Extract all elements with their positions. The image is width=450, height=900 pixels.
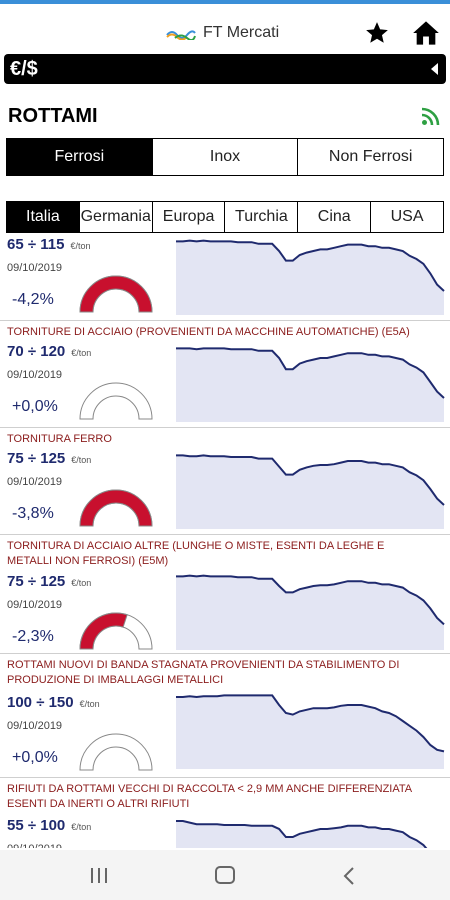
material-name: TORNITURE DI ACCIAIO (PROVENIENTI DA MAC… (7, 326, 410, 338)
price-value: 75 ÷ 125 (7, 573, 66, 590)
price-change: +0,0% (12, 398, 58, 415)
price-value: 75 ÷ 125 (7, 450, 66, 467)
gauge-fill (79, 275, 153, 313)
tab-non-ferrosi[interactable]: Non Ferrosi (297, 139, 444, 175)
star-icon[interactable] (364, 20, 390, 46)
price-row[interactable]: 65 ÷ 115 €/ton 09/10/2019 -4,2% (0, 233, 450, 321)
price-unit: €/ton (71, 455, 92, 465)
trend-line (176, 239, 445, 292)
price-trend-chart (176, 574, 445, 650)
price-row[interactable]: TORNITURE DI ACCIAIO (PROVENIENTI DA MAC… (0, 322, 450, 428)
app-title: FT Mercati (203, 24, 280, 41)
price-unit: €/ton (70, 241, 91, 251)
material-name: ROTTAMI NUOVI DI BANDA STAGNATA PROVENIE… (7, 659, 400, 686)
tab-europa[interactable]: Europa (151, 202, 225, 232)
price-date: 09/10/2019 (7, 476, 63, 488)
material-name: TORNITURA FERRO (7, 433, 112, 445)
change-gauge (79, 489, 153, 527)
tab-ferrosi[interactable]: Ferrosi (7, 139, 152, 175)
price-unit: €/ton (71, 578, 92, 588)
price-change: -3,8% (12, 505, 54, 522)
price-change: -4,2% (12, 291, 54, 308)
currency-label: €/$ (10, 58, 38, 80)
price-change: -2,3% (12, 628, 54, 645)
price-trend-chart (176, 694, 445, 769)
price-date: 09/10/2019 (7, 262, 63, 274)
tab-cina[interactable]: Cina (297, 202, 371, 232)
price-range: 55 ÷ 100 €/ton (7, 817, 91, 834)
price-list: 65 ÷ 115 €/ton 09/10/2019 -4,2% TORNITURE DI… (0, 233, 450, 848)
price-value: 55 ÷ 100 (7, 817, 66, 834)
price-range: 75 ÷ 125 €/ton (7, 450, 91, 467)
caret-left-icon (431, 63, 438, 75)
price-range: 70 ÷ 120 €/ton (7, 343, 91, 360)
currency-selector[interactable]: €/$ (4, 54, 446, 84)
price-range: 75 ÷ 125 €/ton (7, 573, 91, 590)
price-trend-chart (176, 239, 445, 315)
change-gauge (79, 275, 153, 313)
gauge-track (79, 382, 153, 420)
tab-germania[interactable]: Germania (78, 202, 152, 232)
price-value: 100 ÷ 150 (7, 694, 74, 711)
price-row[interactable]: TORNITURA DI ACCIAIO ALTRE (LUNGHE O MIS… (0, 536, 450, 654)
trend-area (176, 455, 444, 529)
trend-area (176, 240, 444, 315)
section-title: ROTTAMI (8, 105, 98, 127)
price-date: 09/10/2019 (7, 843, 62, 848)
trend-area (176, 575, 444, 650)
category-tabs: Ferrosi Inox Non Ferrosi (6, 138, 444, 176)
trend-line (176, 820, 428, 848)
tab-usa[interactable]: USA (370, 202, 443, 232)
tab-italia[interactable]: Italia (7, 202, 79, 232)
rss-icon[interactable] (421, 106, 441, 126)
price-date: 09/10/2019 (7, 599, 63, 611)
price-range: 65 ÷ 115 €/ton (7, 236, 90, 253)
price-unit: €/ton (79, 699, 100, 709)
ft-wave-logo-icon (166, 30, 196, 40)
price-trend-chart (176, 347, 445, 422)
price-trend-chart (176, 820, 428, 848)
price-range: 100 ÷ 150 €/ton (7, 694, 100, 711)
trend-line (176, 574, 445, 626)
trend-line (176, 347, 445, 399)
gauge-fill (79, 489, 153, 527)
price-change: +0,0% (12, 749, 58, 766)
trend-line (176, 454, 445, 506)
tab-turchia[interactable]: Turchia (224, 202, 298, 232)
price-date: 09/10/2019 (7, 369, 63, 381)
price-row[interactable]: ROTTAMI NUOVI DI BANDA STAGNATA PROVENIE… (0, 655, 450, 778)
change-gauge (79, 612, 153, 650)
gauge-fill (79, 612, 128, 650)
price-row[interactable]: RIFIUTI DA ROTTAMI VECCHI DI RACCOLTA < … (0, 779, 450, 848)
tab-inox[interactable]: Inox (151, 139, 298, 175)
trend-line (176, 694, 445, 753)
system-nav-bar (0, 850, 450, 900)
price-trend-chart (176, 454, 445, 529)
price-row[interactable]: TORNITURA FERRO 75 ÷ 125 €/ton 09/10/2019 -3… (0, 429, 450, 535)
recent-apps-icon[interactable] (90, 868, 108, 883)
country-tabs: Italia Germania Europa Turchia Cina USA (6, 201, 444, 233)
change-gauge (79, 733, 153, 771)
price-unit: €/ton (71, 348, 92, 358)
gauge-track (79, 733, 153, 771)
home-icon[interactable] (412, 20, 440, 46)
price-value: 65 ÷ 115 (7, 236, 65, 253)
trend-area (176, 348, 444, 422)
price-date: 09/10/2019 (7, 720, 63, 732)
trend-area (176, 695, 444, 769)
material-name: RIFIUTI DA ROTTAMI VECCHI DI RACCOLTA < … (7, 783, 412, 810)
nav-home-icon[interactable] (215, 866, 235, 884)
price-unit: €/ton (71, 822, 92, 832)
price-value: 70 ÷ 120 (7, 343, 66, 360)
back-icon[interactable] (342, 867, 356, 885)
material-name: TORNITURA DI ACCIAIO ALTRE (LUNGHE O MIS… (7, 540, 385, 567)
change-gauge (79, 382, 153, 420)
app-header: FT Mercati (0, 0, 450, 50)
